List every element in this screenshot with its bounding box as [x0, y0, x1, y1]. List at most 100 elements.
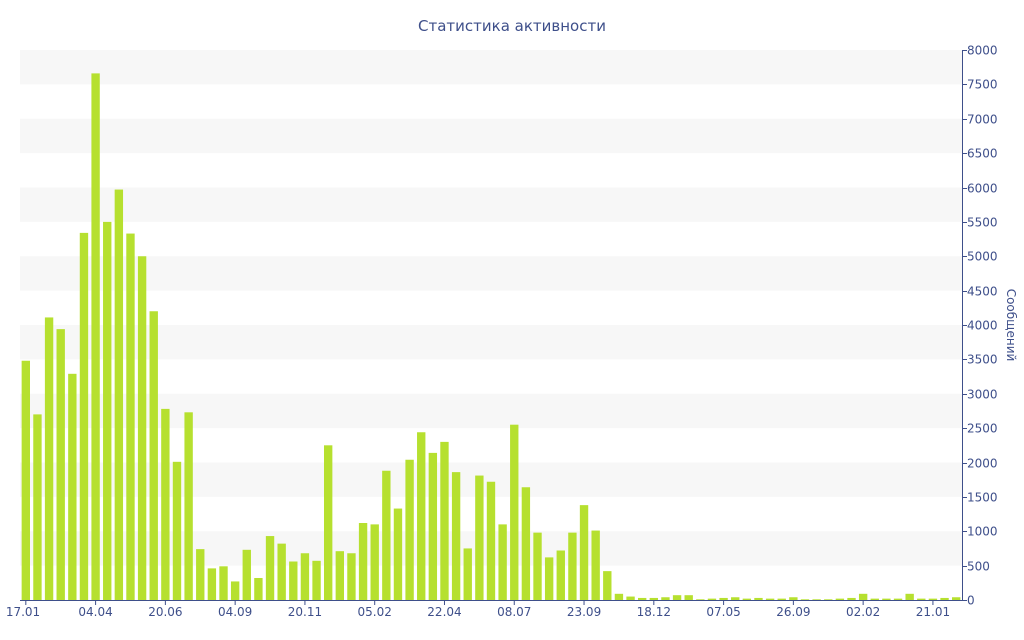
bar: [556, 550, 565, 600]
bar: [172, 461, 182, 600]
bar: [242, 549, 251, 600]
bar: [696, 599, 705, 600]
y-tick-label: 500: [967, 560, 990, 574]
bar: [731, 597, 740, 600]
x-tick-label: 23.09: [567, 605, 601, 619]
bar: [765, 598, 775, 601]
bar: [835, 598, 845, 601]
x-tick-label: 20.06: [148, 605, 182, 619]
x-tick-label: 26.09: [776, 605, 810, 619]
bar: [114, 189, 124, 600]
bar: [324, 445, 333, 600]
bar: [370, 524, 379, 601]
y-tick-label: 6500: [967, 147, 998, 161]
bar: [68, 373, 77, 600]
grid-band: [20, 393, 962, 429]
x-tick-label: 18.12: [637, 605, 671, 619]
bar: [312, 560, 321, 600]
x-tick-label: 20.11: [288, 605, 322, 619]
bar: [21, 360, 30, 600]
bar: [230, 581, 240, 600]
bar: [719, 597, 728, 600]
y-tick-label: 7500: [967, 78, 998, 92]
bar: [614, 593, 624, 600]
bar: [917, 598, 926, 601]
bar: [684, 595, 693, 600]
bar: [219, 566, 228, 600]
bar: [126, 233, 135, 600]
bar: [649, 597, 658, 600]
bar: [544, 557, 554, 601]
bar: [137, 256, 147, 600]
bar: [463, 548, 472, 600]
x-tick-label: 02.02: [846, 605, 880, 619]
x-tick-label: 21.01: [916, 605, 950, 619]
bar: [591, 530, 600, 600]
bar: [161, 408, 170, 601]
grid-band: [20, 118, 962, 154]
bar: [928, 598, 938, 601]
grid-band: [20, 325, 962, 360]
bar: [207, 568, 217, 601]
bar: [44, 317, 54, 600]
bar: [510, 424, 519, 600]
x-tick-label: 05.02: [358, 605, 392, 619]
bars-group: [21, 73, 961, 601]
bar: [347, 553, 356, 600]
grid-band: [20, 256, 962, 291]
bar: [882, 598, 891, 601]
bar: [103, 221, 112, 601]
y-tick-label: 2500: [967, 422, 998, 436]
grid-bands: [20, 50, 962, 566]
bar: [754, 597, 763, 600]
bar: [707, 598, 717, 601]
y-tick-label: 2000: [967, 457, 998, 471]
bar: [498, 524, 507, 601]
bar: [417, 432, 426, 600]
y-tick-label: 4000: [967, 319, 998, 333]
bar: [486, 481, 496, 600]
x-tick-label: 04.04: [78, 605, 112, 619]
bar: [254, 578, 263, 600]
bar: [626, 596, 635, 600]
bar: [742, 598, 752, 601]
bar: [579, 505, 589, 601]
y-tick-label: 4500: [967, 285, 998, 299]
bar: [393, 508, 403, 600]
bar: [289, 561, 298, 600]
y-tick-label: 5000: [967, 250, 998, 264]
x-tick-label: 17.01: [6, 605, 40, 619]
bar: [789, 597, 798, 600]
bar: [184, 412, 193, 600]
x-tick-label: 08.07: [497, 605, 531, 619]
bar: [847, 597, 856, 600]
bar: [335, 551, 344, 600]
bar: [858, 593, 868, 600]
bar: [475, 475, 484, 600]
x-tick-label: 22.04: [427, 605, 461, 619]
y-tick-label: 3500: [967, 353, 998, 367]
bar: [358, 523, 368, 600]
bar: [824, 599, 833, 600]
bar: [56, 329, 65, 601]
bar: [91, 73, 100, 601]
bar: [382, 470, 391, 600]
grid-band: [20, 50, 962, 85]
bar: [661, 597, 670, 600]
y-tick-label: 7000: [967, 113, 998, 127]
bar: [33, 414, 42, 601]
bar: [300, 553, 310, 600]
bar: [405, 459, 414, 600]
bar: [638, 597, 647, 600]
bar: [149, 311, 158, 600]
bar: [800, 599, 810, 600]
y-tick-label: 8000: [967, 44, 998, 58]
bar: [79, 232, 89, 601]
bar: [196, 549, 205, 601]
y-tick-label: 5500: [967, 216, 998, 230]
x-tick-label: 07.05: [706, 605, 740, 619]
bar: [952, 597, 961, 600]
y-tick-label: 3000: [967, 388, 998, 402]
